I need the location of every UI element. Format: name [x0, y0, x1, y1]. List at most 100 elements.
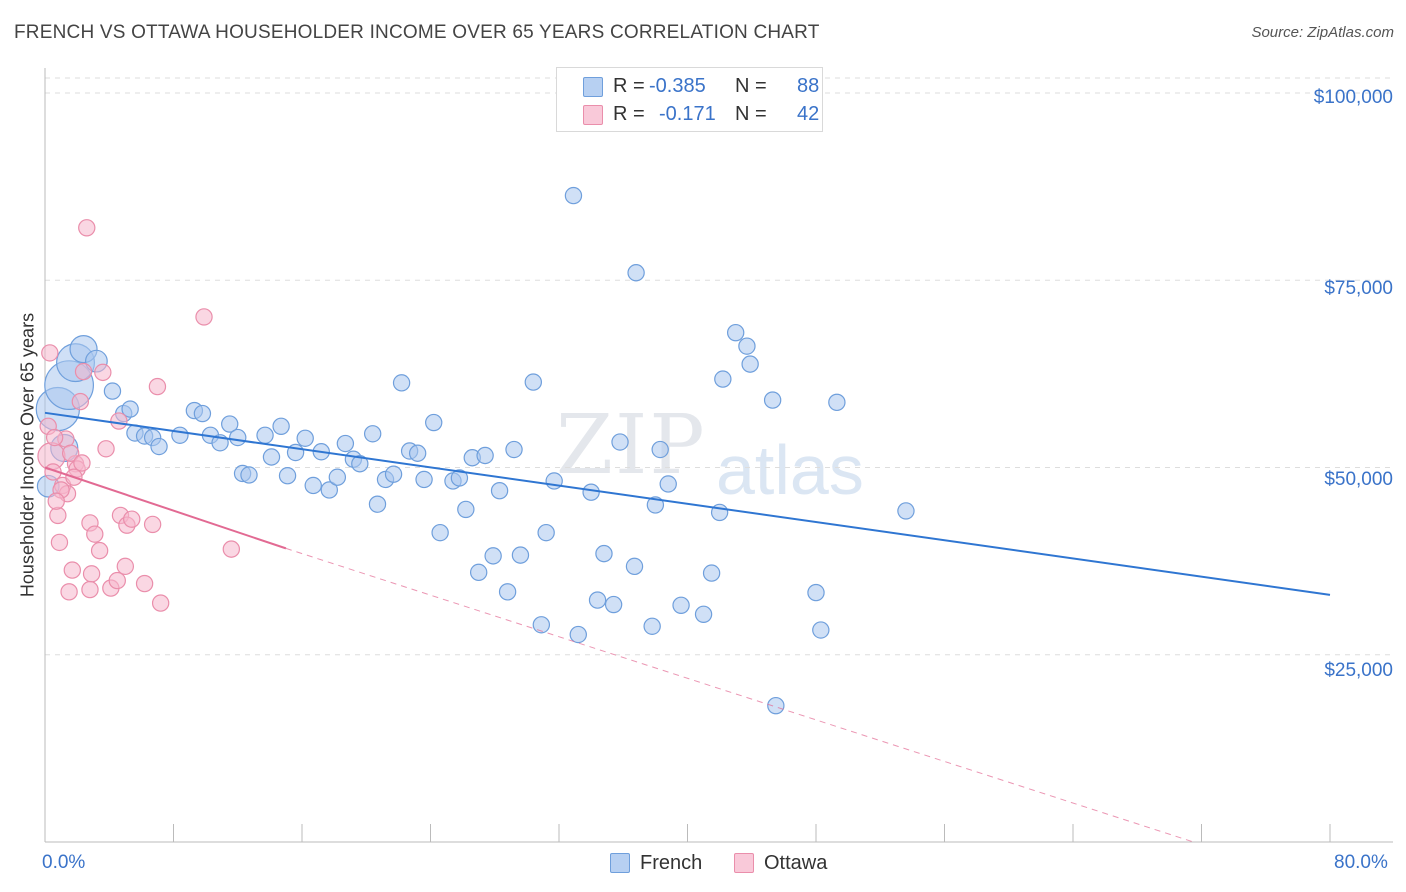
french-point	[498, 583, 517, 601]
french-point	[726, 323, 745, 342]
ottawa-point	[61, 444, 80, 462]
french-point	[150, 437, 168, 456]
french-point	[476, 446, 494, 465]
french-point	[532, 616, 551, 634]
french-point	[384, 465, 403, 483]
french-point	[643, 617, 661, 635]
french-point	[229, 428, 247, 447]
y-tick-label-100000: $100,000	[1313, 87, 1393, 108]
french-point	[627, 264, 645, 282]
french-point	[537, 523, 555, 542]
ottawa-point	[45, 428, 64, 447]
french-point	[392, 374, 411, 392]
french-point	[336, 434, 355, 453]
french-r-value: -0.385	[649, 75, 706, 97]
ottawa-point	[143, 515, 162, 534]
ottawa-point	[60, 583, 78, 601]
ottawa-point	[78, 219, 96, 237]
french-point	[763, 391, 782, 409]
french-point	[240, 466, 258, 484]
ottawa-n-label: N =	[735, 103, 767, 125]
french-point	[450, 469, 469, 487]
french-point	[651, 440, 669, 459]
ottawa-point	[81, 580, 99, 599]
ottawa-point	[195, 308, 213, 326]
ottawa-point	[73, 454, 91, 472]
french-point	[193, 404, 212, 423]
french-point	[505, 440, 523, 459]
ottawa-point	[151, 594, 170, 612]
french-point	[457, 500, 475, 519]
ottawa-point	[110, 412, 128, 430]
ottawa-point	[116, 557, 135, 576]
french-point	[304, 476, 322, 495]
french-point	[103, 382, 122, 400]
bottom-ottawa-swatch	[734, 853, 754, 873]
french-point	[431, 523, 449, 542]
french-point	[262, 448, 281, 466]
french-point	[812, 621, 830, 639]
french-point	[328, 468, 347, 486]
ottawa-point	[86, 525, 104, 543]
french-point	[702, 564, 721, 582]
french-point	[741, 355, 759, 373]
french-point	[625, 557, 644, 576]
y-tick-label-25000: $25,000	[1324, 660, 1393, 681]
french-point	[320, 481, 339, 499]
y-tick-label-75000: $75,000	[1324, 278, 1393, 299]
ottawa-point	[90, 541, 109, 560]
ottawa-point	[222, 540, 241, 558]
bottom-french-swatch	[610, 853, 630, 873]
french-point	[484, 547, 502, 565]
french-point	[694, 605, 713, 623]
chart-title: FRENCH VS OTTAWA HOUSEHOLDER INCOME OVER…	[14, 22, 820, 43]
ottawa-point	[47, 492, 65, 510]
french-point	[278, 467, 297, 485]
ottawa-point	[123, 510, 141, 528]
ottawa-point	[97, 440, 115, 458]
french-point	[408, 444, 427, 462]
ottawa-point	[82, 565, 101, 583]
french-point	[511, 546, 530, 564]
french-point	[828, 393, 846, 412]
french-point	[672, 596, 690, 615]
french-point	[256, 426, 274, 444]
french-point	[582, 483, 600, 501]
french-point	[564, 186, 583, 205]
watermark-zip: ZIP	[556, 398, 707, 493]
ottawa-point	[108, 571, 126, 590]
french-r-label: R =	[613, 75, 645, 97]
french-point	[221, 415, 239, 433]
ottawa-point	[71, 392, 90, 411]
french-point	[415, 470, 433, 489]
french-point	[659, 475, 677, 493]
french-point	[738, 337, 756, 355]
x-tick-label-min: 0.0%	[42, 852, 86, 873]
ottawa-r-label: R =	[613, 103, 645, 125]
watermark-atlas: atlas	[716, 431, 864, 509]
correlation-legend: R = -0.385 N = 88 R = -0.171 N = 42	[556, 67, 823, 132]
french-n-label: N =	[735, 75, 767, 97]
french-point	[604, 595, 623, 614]
french-point	[611, 433, 629, 451]
ottawa-trend-extension	[285, 547, 1194, 843]
french-point	[363, 425, 382, 443]
french-point	[490, 482, 509, 500]
french-point	[425, 413, 443, 432]
ottawa-n-value: 42	[797, 103, 820, 125]
y-tick-label-50000: $50,000	[1324, 469, 1393, 490]
french-point	[595, 544, 613, 563]
french-point	[121, 400, 139, 418]
french-point	[767, 696, 785, 715]
x-tick-label-max: 80.0%	[1334, 852, 1388, 873]
bottom-ottawa-label: Ottawa	[764, 852, 828, 874]
ottawa-point	[135, 574, 154, 593]
ottawa-point	[148, 377, 167, 396]
french-point	[524, 373, 543, 391]
bottom-french-label: French	[640, 852, 703, 874]
french-n-value: 88	[797, 75, 820, 97]
french-point	[351, 455, 369, 473]
french-point	[897, 502, 915, 520]
french-point	[569, 625, 587, 644]
